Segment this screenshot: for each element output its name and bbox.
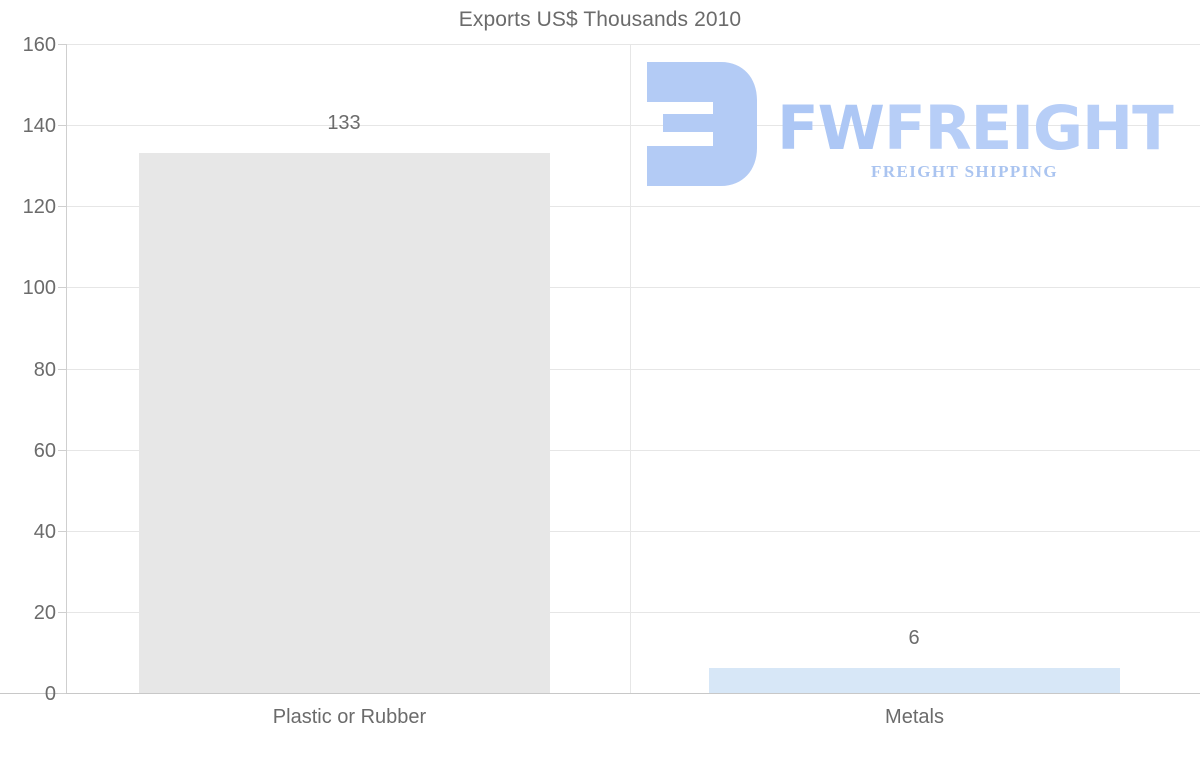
y-tick-label-0: 0 bbox=[44, 683, 56, 705]
gridline-20 bbox=[66, 612, 1200, 613]
y-tick-label-60: 60 bbox=[33, 440, 56, 462]
y-tick-label-100: 100 bbox=[22, 277, 56, 299]
y-tick-mark-20 bbox=[58, 612, 66, 613]
watermark-brand-part-1: FW bbox=[777, 93, 885, 164]
y-tick-mark-60 bbox=[58, 450, 66, 451]
category-separator-gridline bbox=[630, 44, 631, 693]
gridline-140 bbox=[66, 125, 1200, 126]
bar-metals[interactable] bbox=[709, 668, 1120, 693]
y-axis-line bbox=[66, 44, 67, 694]
gridline-120 bbox=[66, 206, 1200, 207]
y-tick-label-140: 140 bbox=[22, 115, 56, 137]
y-tick-mark-160 bbox=[58, 44, 66, 45]
y-tick-label-20: 20 bbox=[33, 602, 56, 624]
watermark-tagline: FREIGHT SHIPPING bbox=[871, 162, 1058, 181]
x-label-plastic-or-rubber: Plastic or Rubber bbox=[272, 706, 427, 728]
watermark-brand-part-2: FREIGHT bbox=[883, 93, 1174, 164]
y-tick-mark-120 bbox=[58, 206, 66, 207]
gridline-60 bbox=[66, 450, 1200, 451]
bar-plastic-or-rubber[interactable] bbox=[139, 153, 550, 693]
gridline-100 bbox=[66, 287, 1200, 288]
chart-title: Exports US$ Thousands 2010 bbox=[458, 8, 742, 31]
gridline-160 bbox=[66, 44, 1200, 45]
y-tick-mark-0 bbox=[58, 693, 66, 694]
watermark-brand: FWFREIGHT bbox=[777, 98, 1174, 159]
x-label-metals: Metals bbox=[885, 706, 944, 728]
y-tick-mark-100 bbox=[58, 287, 66, 288]
y-tick-label-40: 40 bbox=[33, 521, 56, 543]
gridline-40 bbox=[66, 531, 1200, 532]
bar-value-plastic-or-rubber: 133 bbox=[327, 112, 361, 134]
y-tick-label-80: 80 bbox=[33, 359, 56, 381]
bar-value-metals: 6 bbox=[908, 627, 920, 649]
y-tick-mark-140 bbox=[58, 125, 66, 126]
y-tick-mark-80 bbox=[58, 369, 66, 370]
backwards-e-logo-icon bbox=[647, 62, 757, 186]
gridline-80 bbox=[66, 369, 1200, 370]
fwfreight-watermark: FWFREIGHT FREIGHT SHIPPING bbox=[645, 58, 1174, 186]
y-tick-label-160: 160 bbox=[22, 34, 56, 56]
y-tick-mark-40 bbox=[58, 531, 66, 532]
x-axis-line bbox=[0, 693, 1200, 694]
y-tick-label-120: 120 bbox=[22, 196, 56, 218]
